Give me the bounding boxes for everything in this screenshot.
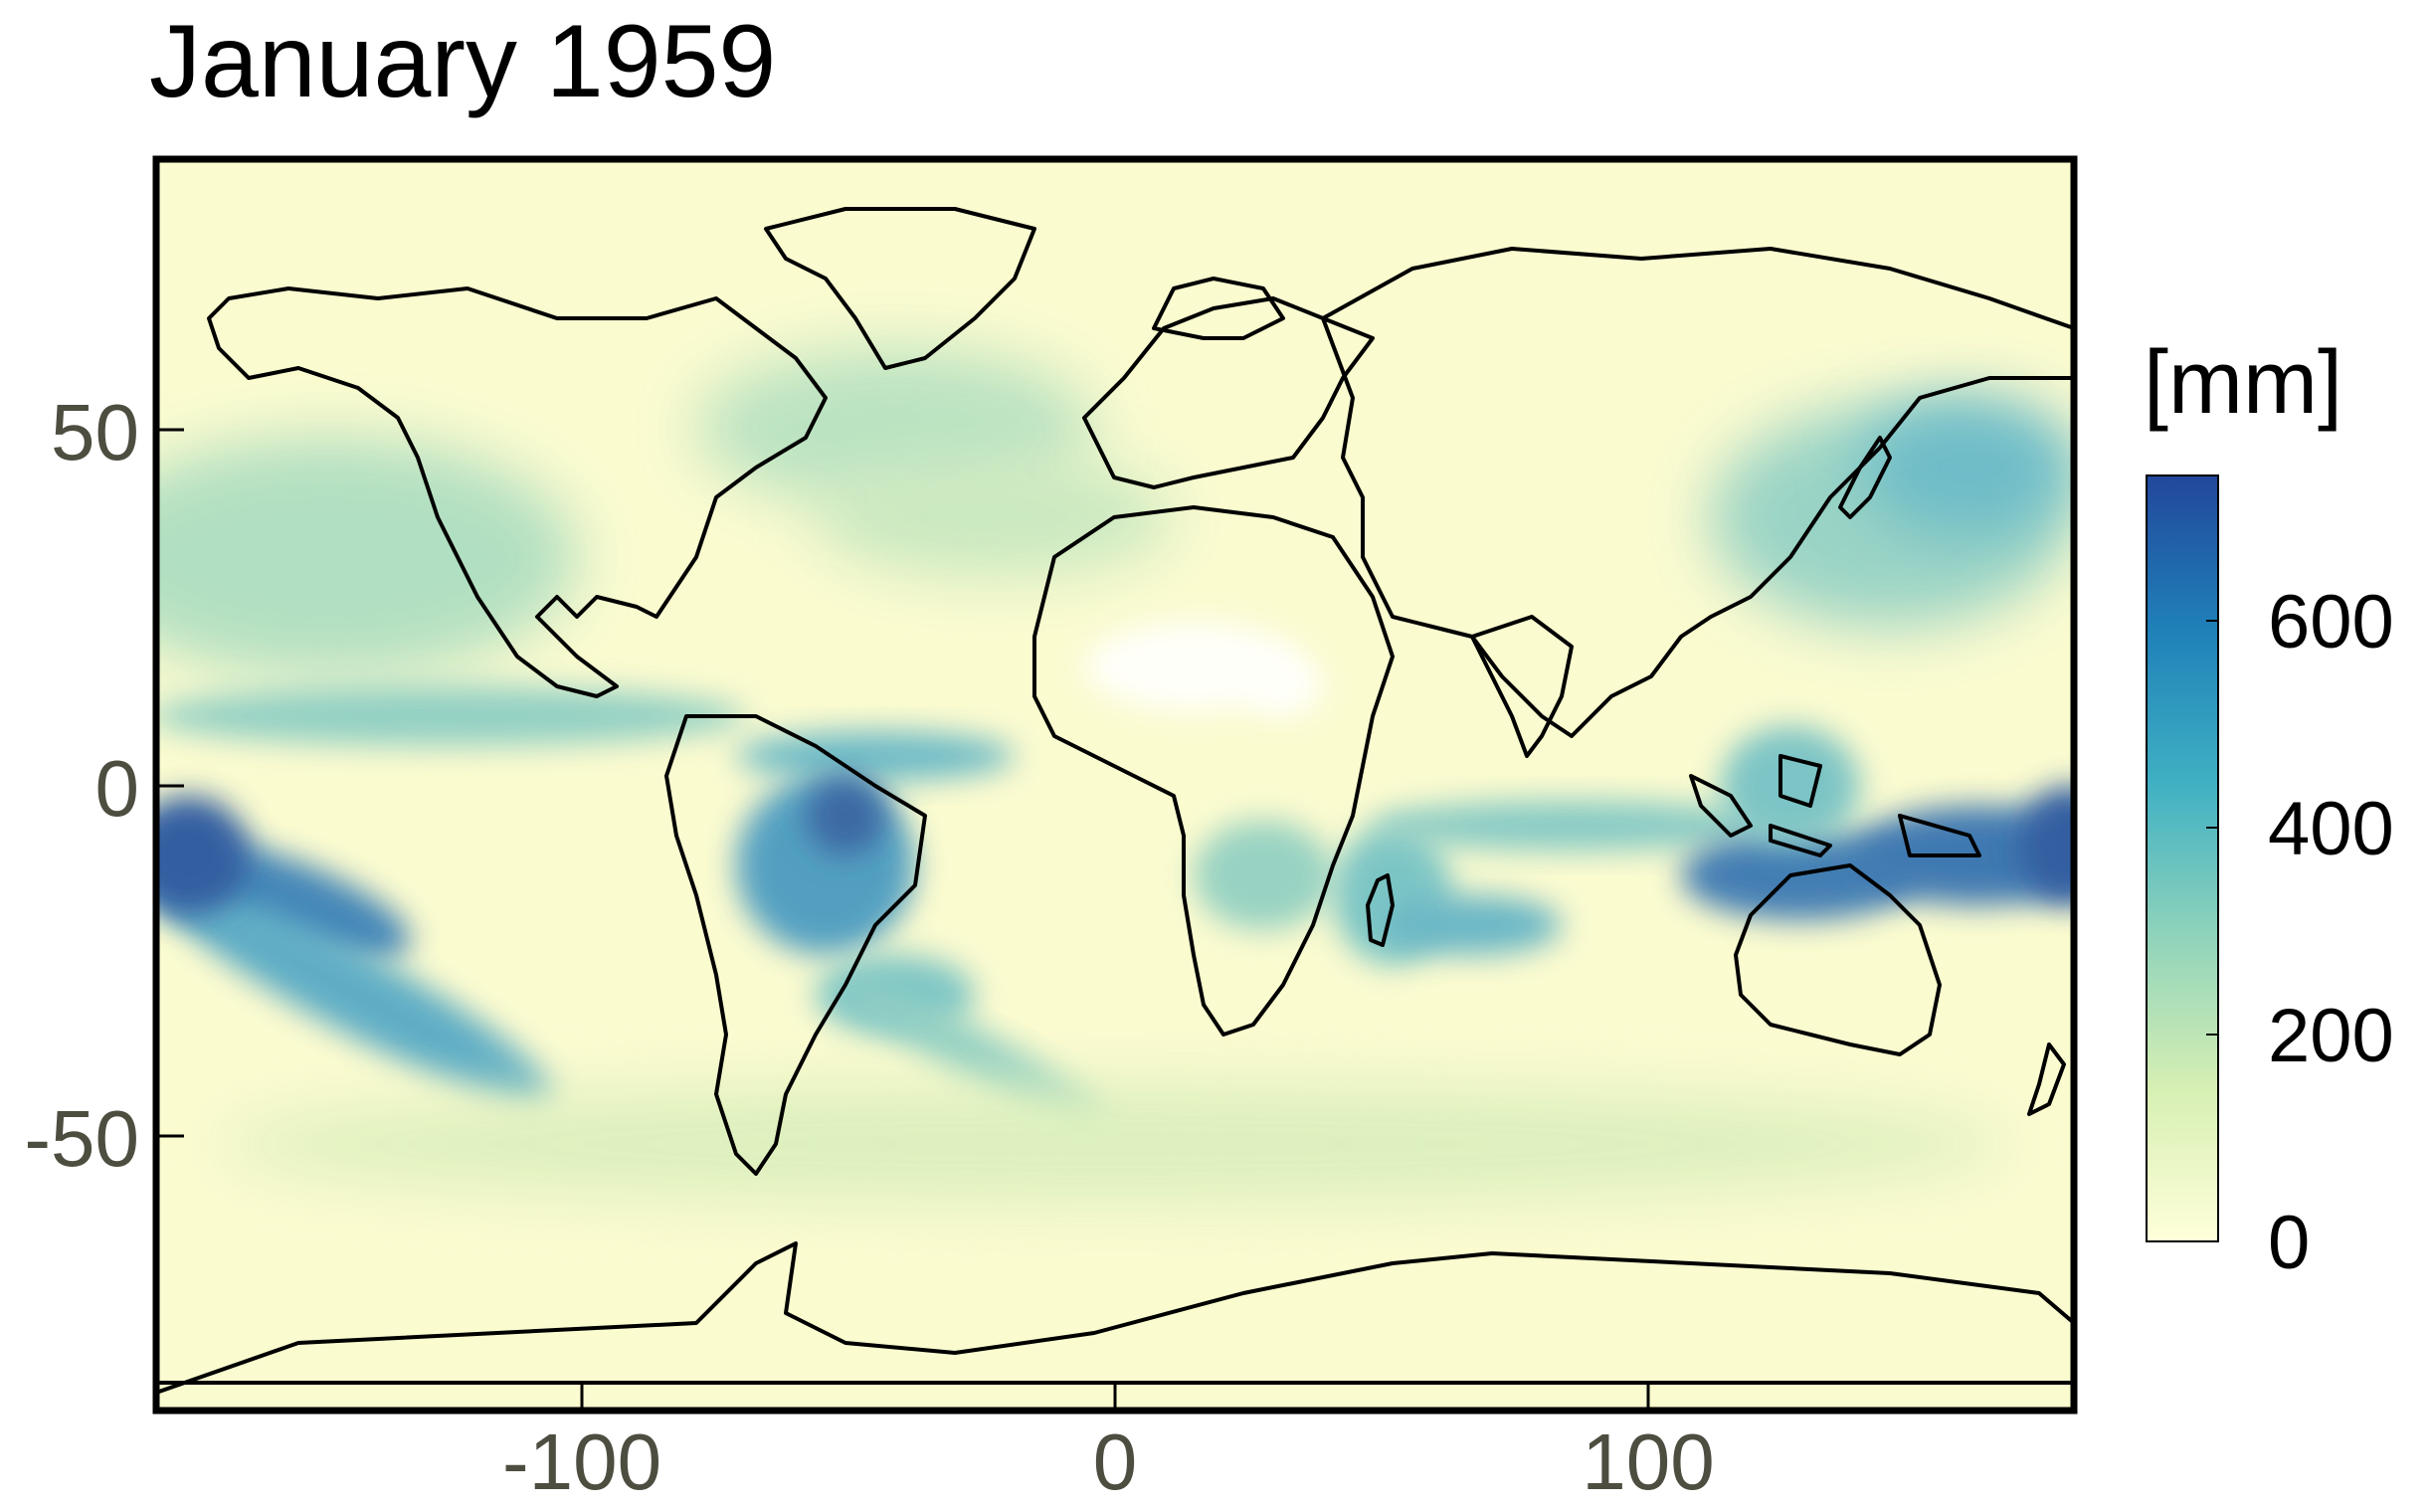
xtick-label-0: 0 xyxy=(1092,1418,1138,1506)
new-zealand-outline xyxy=(2027,1042,2066,1116)
axis-ticks xyxy=(156,428,1650,1411)
greenland-outline xyxy=(764,207,1036,370)
xtick-label-100: 100 xyxy=(1582,1418,1715,1506)
indonesia-outline xyxy=(1689,754,1981,857)
colorbar-label-400: 400 xyxy=(2268,787,2394,871)
xtick-label-neg100: -100 xyxy=(501,1418,662,1506)
colorbar-label-0: 0 xyxy=(2268,1201,2311,1285)
scandinavia-outline xyxy=(1152,277,1285,340)
south-america-outline xyxy=(664,714,927,1176)
colorbar-ticks xyxy=(2206,620,2218,1242)
japan-outline xyxy=(1838,436,1892,519)
africa-outline xyxy=(1032,505,1395,1037)
colorbar xyxy=(2146,474,2219,1242)
asia-outline xyxy=(1321,247,2074,738)
madagascar-outline xyxy=(1366,873,1395,947)
chart-title: January 1959 xyxy=(149,4,777,119)
north-america-outline xyxy=(207,286,828,698)
precipitation-field xyxy=(156,348,2074,1204)
europe-outline xyxy=(1082,296,1375,489)
australia-outline xyxy=(1734,863,1942,1056)
colorbar-title: [mm] xyxy=(2144,333,2342,433)
ytick-label-neg50: -50 xyxy=(24,1094,139,1183)
colorbar-label-200: 200 xyxy=(2268,994,2394,1078)
ytick-label-50: 50 xyxy=(51,388,139,476)
antarctica-outline xyxy=(156,1241,2074,1395)
india-outline xyxy=(1470,615,1574,758)
colorbar-label-600: 600 xyxy=(2268,580,2394,664)
ytick-label-0: 0 xyxy=(94,744,140,833)
